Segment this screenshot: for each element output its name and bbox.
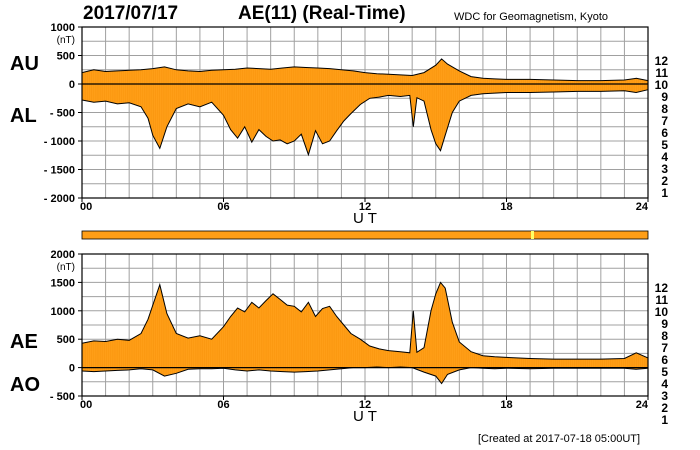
station-scale-6: 6 <box>661 126 668 140</box>
series-label-ae: AE <box>10 331 38 353</box>
y-tick-label: 0 <box>69 79 75 91</box>
station-scale-11: 11 <box>655 66 668 80</box>
panel-ae-ao <box>78 253 649 400</box>
station-status-bar <box>81 230 649 240</box>
series-line-ae <box>81 281 649 360</box>
station-scale-5: 5 <box>661 365 668 379</box>
station-status-marker <box>531 231 534 239</box>
series-line-ao <box>81 366 649 385</box>
y-unit-label: (nT) <box>57 35 75 46</box>
y-tick-label: - 1000 <box>44 136 75 148</box>
station-scale-6: 6 <box>661 353 668 367</box>
header-source: WDC for Geomagnetism, Kyoto <box>454 11 609 23</box>
station-scale-2: 2 <box>661 401 668 415</box>
station-scale-4: 4 <box>661 150 668 164</box>
y-tick-label: - 500 <box>50 391 75 403</box>
station-scale-7: 7 <box>661 341 668 355</box>
y-tick-label: 500 <box>57 51 75 63</box>
station-scale-9: 9 <box>661 317 668 331</box>
y-tick-label: 0 <box>69 363 75 375</box>
station-scale-1: 1 <box>661 413 668 427</box>
header-date: 2017/07/17 <box>83 3 179 24</box>
series-label-al: AL <box>10 105 37 127</box>
panel-au-al <box>78 26 649 202</box>
x-tick-label: 24 <box>636 201 649 213</box>
station-scale-3: 3 <box>661 162 668 176</box>
x-tick-label: 12 <box>359 201 371 213</box>
y-tick-label: - 500 <box>50 108 75 120</box>
station-scale-11: 11 <box>655 293 668 307</box>
station-scale-10: 10 <box>655 305 669 319</box>
y-tick-label: 1000 <box>51 22 75 34</box>
x-tick-label: 06 <box>217 201 229 213</box>
station-scale-5: 5 <box>661 138 668 152</box>
y-unit-label: (nT) <box>57 262 75 273</box>
station-scale-1: 1 <box>661 186 668 200</box>
x-tick-label: 06 <box>217 399 229 411</box>
y-tick-label: 1500 <box>51 277 75 289</box>
y-tick-label: 500 <box>57 334 75 346</box>
station-scale-7: 7 <box>661 114 668 128</box>
y-tick-label: 2000 <box>51 249 75 261</box>
y-tick-label: 1000 <box>51 306 75 318</box>
x-tick-label: 12 <box>359 399 371 411</box>
series-line-al <box>81 89 649 157</box>
station-scale-8: 8 <box>661 102 668 116</box>
x-tick-label: 18 <box>500 201 512 213</box>
x-tick-label: 00 <box>80 201 92 213</box>
station-scale-10: 10 <box>655 78 669 92</box>
created-timestamp: [Created at 2017-07-18 05:00UT] <box>478 433 641 445</box>
header-title: AE(11) (Real-Time) <box>238 3 406 24</box>
station-scale-4: 4 <box>661 377 668 391</box>
x-tick-label: 24 <box>636 399 649 411</box>
x-axis-label: U T <box>353 210 377 227</box>
x-tick-label: 00 <box>80 399 92 411</box>
series-label-ao: AO <box>10 374 40 396</box>
x-tick-label: 18 <box>500 399 512 411</box>
station-scale-9: 9 <box>661 90 668 104</box>
station-scale-8: 8 <box>661 329 668 343</box>
station-scale-3: 3 <box>661 389 668 403</box>
x-axis-label: U T <box>353 408 377 425</box>
station-scale-12: 12 <box>655 54 669 68</box>
series-line-au <box>81 58 649 82</box>
station-scale-12: 12 <box>655 281 669 295</box>
y-tick-label: - 2000 <box>44 193 75 205</box>
station-scale-2: 2 <box>661 174 668 188</box>
y-tick-label: - 1500 <box>44 165 75 177</box>
series-label-au: AU <box>10 53 39 75</box>
